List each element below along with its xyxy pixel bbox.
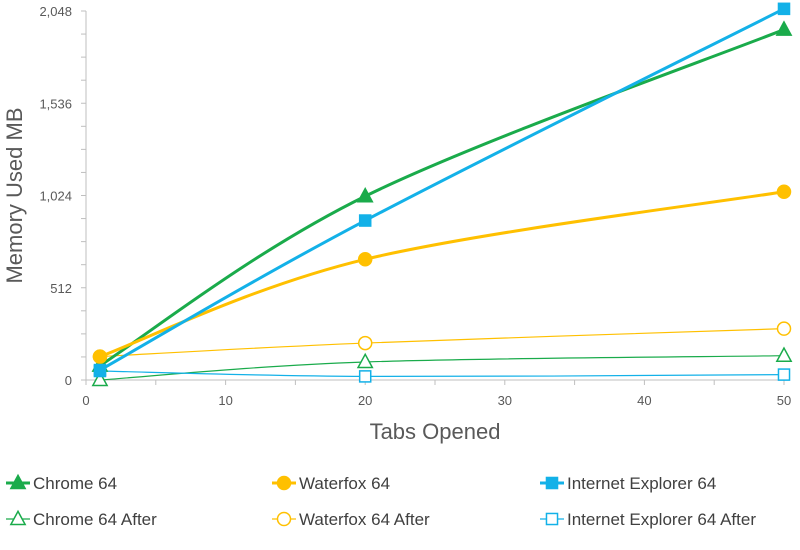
y-tick-label: 2,048 (39, 4, 72, 19)
data-point (92, 349, 108, 364)
legend-label: Chrome 64 (33, 474, 117, 493)
series-internet-explorer-64-after (93, 364, 791, 383)
legend-label: Chrome 64 After (33, 510, 157, 529)
legend-marker (276, 511, 292, 527)
y-tick-label: 1,024 (39, 189, 72, 204)
legend-item: Internet Explorer 64 (540, 474, 716, 493)
x-tick-label: 10 (218, 393, 232, 408)
data-point (91, 370, 109, 387)
series-line (99, 370, 785, 378)
data-point (356, 186, 374, 203)
series-internet-explorer-64 (93, 2, 791, 377)
series-waterfox-64-after (92, 321, 792, 364)
series-waterfox-64 (92, 184, 792, 364)
series-line (99, 28, 785, 367)
legend-item: Chrome 64 (6, 473, 117, 493)
data-point (357, 252, 373, 267)
x-tick-label: 20 (358, 393, 372, 408)
y-tick-label: 1,536 (39, 96, 72, 111)
series-chrome-64-after (91, 346, 793, 387)
x-tick-label: 40 (637, 393, 651, 408)
legend-item: Internet Explorer 64 After (540, 510, 756, 529)
legend: Chrome 64 Waterfox 64 Internet Explorer 64… (6, 473, 756, 529)
legend-item: Chrome 64 After (6, 509, 157, 529)
series-line (99, 7, 785, 372)
data-point (775, 346, 793, 362)
x-tick-label: 30 (498, 393, 512, 408)
y-tick-label: 512 (50, 281, 72, 296)
x-tick-label: 0 (82, 393, 89, 408)
data-point (776, 321, 792, 336)
y-axis-title: Memory Used MB (2, 107, 27, 283)
legend-label: Internet Explorer 64 After (567, 510, 756, 529)
legend-marker (545, 476, 559, 490)
data-point (777, 2, 791, 16)
legend-label: Waterfox 64 After (299, 510, 430, 529)
series-line (99, 190, 785, 358)
legend-item: Waterfox 64 (272, 474, 390, 493)
y-tick-label: 0 (65, 373, 72, 388)
legend-marker (9, 473, 27, 490)
series-chrome-64 (91, 20, 793, 372)
legend-marker (276, 475, 292, 491)
x-axis-title: Tabs Opened (370, 419, 501, 444)
series-line (99, 328, 785, 358)
legend-label: Internet Explorer 64 (567, 474, 716, 493)
axes: 0 512 1,024 1,536 2,048 0 10 20 30 40 50 (39, 4, 791, 408)
data-point (93, 363, 107, 377)
data-point (775, 20, 793, 36)
data-point (776, 184, 792, 199)
legend-marker (9, 509, 27, 526)
data-point (777, 368, 791, 381)
data-point (357, 335, 373, 351)
legend-marker (545, 512, 559, 526)
series-line (99, 355, 785, 381)
x-tick-label: 50 (777, 393, 791, 408)
legend-item: Waterfox 64 After (272, 510, 430, 529)
series-layer (91, 2, 793, 387)
data-point (358, 214, 372, 227)
legend-label: Waterfox 64 (299, 474, 390, 493)
data-point (358, 370, 372, 383)
data-point (356, 352, 374, 369)
